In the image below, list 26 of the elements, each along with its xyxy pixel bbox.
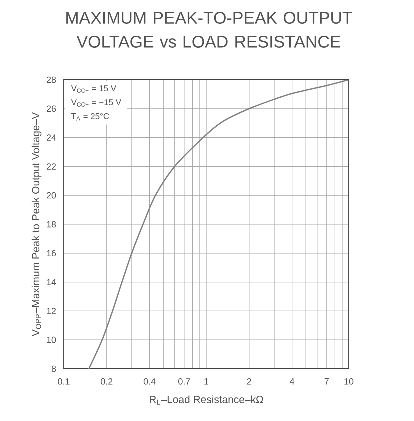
x-tick-label: 0.7 <box>178 378 190 385</box>
y-tick-label: 22 <box>46 164 56 170</box>
y-tick-label: 26 <box>46 106 56 112</box>
y-tick-label: 10 <box>47 336 56 344</box>
annotation: V$_{CC+}$ = 15 V <box>71 86 117 93</box>
x-tick-label: 0.2 <box>101 378 113 385</box>
x-tick-label: 4 <box>290 378 295 385</box>
y-tick-label: 28 <box>46 76 56 84</box>
x-tick-label: 0.1 <box>58 378 70 385</box>
x-tick-label: 2 <box>247 378 252 385</box>
x-tick-label: 1 <box>204 378 209 385</box>
chart-title: MAXIMUM PEAK-TO-PEAK OUTPUT VOLTAGE vs LOAD RESISTANCE <box>66 12 352 48</box>
x-tick-label: 7 <box>324 378 329 385</box>
y-tick-label: 14 <box>47 279 56 286</box>
y-tick-label: 8 <box>52 366 56 372</box>
y-tick-label: 24 <box>46 134 56 141</box>
y-tick-label: 12 <box>47 308 56 314</box>
x-tick-label: 0.4 <box>144 378 156 385</box>
y-tick-label: 18 <box>47 221 56 228</box>
annotation: V$_{CC−}$ = −15 V <box>71 100 122 107</box>
x-tick-label: 10 <box>344 378 354 385</box>
x-axis-title: R$_{L}$–Load Resistance–kΩ <box>150 396 264 405</box>
y-tick-label: 20 <box>46 192 56 199</box>
y-tick-label: 16 <box>47 250 56 257</box>
y-axis-title: V$_{OPP}$–Maximum Peak to Peak Output Voltage–V <box>32 112 42 337</box>
annotation: T$_{A}$ = 25°C <box>72 113 110 121</box>
